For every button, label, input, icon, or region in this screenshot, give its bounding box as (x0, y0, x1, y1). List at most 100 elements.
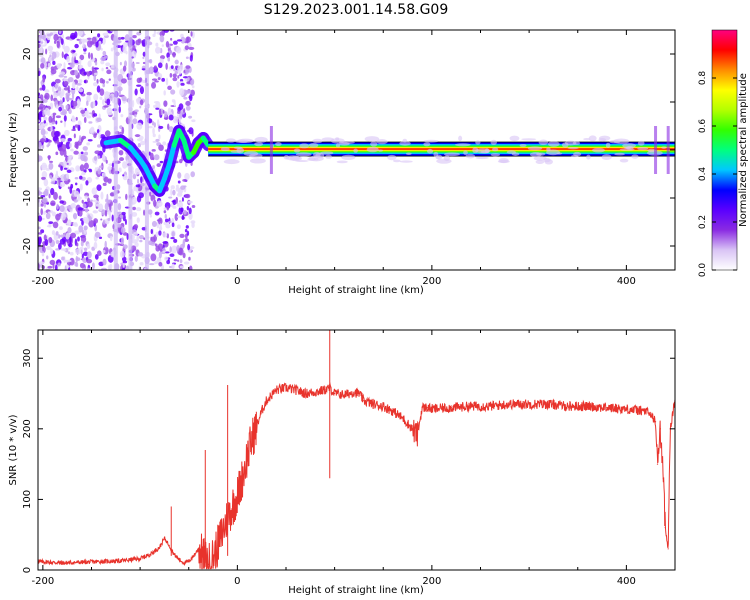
noise-speckle (105, 92, 111, 96)
noise-speckle (53, 40, 57, 44)
noise-speckle (58, 106, 62, 112)
noise-speckle (42, 76, 46, 83)
noise-speckle (122, 260, 128, 264)
noise-speckle (132, 50, 137, 59)
noise-speckle (67, 186, 71, 190)
noise-speckle (101, 79, 106, 84)
colorbar: 0.0 0.2 0.4 0.6 0.8 Normalized spectral ampl… (698, 29, 749, 277)
noise-speckle (178, 103, 184, 110)
noise-speckle (45, 48, 48, 55)
noise-speckle (163, 221, 168, 226)
noise-speckle (55, 115, 61, 119)
noise-speckle (100, 191, 104, 200)
noise-speckle (64, 265, 67, 270)
snr-point (664, 527, 666, 529)
noise-speckle (99, 88, 105, 96)
noise-speckle (139, 86, 145, 95)
sidelobe-speckle (423, 142, 431, 147)
noise-speckle (182, 252, 186, 259)
noise-speckle (187, 76, 190, 82)
snr-point (241, 477, 243, 479)
noise-speckle (118, 196, 122, 199)
noise-speckle (149, 152, 154, 161)
figure-title: S129.2023.001.14.58.G09 (264, 2, 449, 18)
noise-speckle (71, 92, 75, 100)
noise-speckle (165, 40, 170, 48)
noise-speckle (97, 168, 102, 175)
noise-speckle (106, 193, 109, 202)
noise-speckle (93, 241, 98, 250)
noise-speckle (190, 79, 194, 85)
noise-speckle (39, 103, 45, 109)
spec-xtick-label: 200 (422, 276, 441, 287)
noise-speckle (80, 109, 86, 114)
noise-speckle (70, 32, 76, 40)
noise-speckle (77, 157, 82, 160)
noise-speckle (58, 164, 62, 168)
noise-speckle (191, 85, 195, 89)
noise-speckle (142, 56, 145, 60)
noise-speckle (187, 200, 193, 204)
noise-speckle (56, 40, 60, 48)
snr-point (139, 558, 141, 560)
noise-speckle (86, 72, 91, 77)
noise-speckle (165, 77, 169, 86)
noise-speckle (191, 205, 196, 208)
noise-speckle (176, 39, 183, 42)
snr-point (372, 403, 375, 405)
snr-point (222, 530, 224, 532)
noise-speckle (69, 142, 73, 148)
noise-speckle (65, 105, 69, 111)
noise-speckle (44, 40, 48, 46)
noise-speckle (97, 33, 101, 38)
noise-speckle (71, 129, 77, 132)
snr-point (81, 561, 83, 563)
noise-speckle (89, 127, 95, 134)
noise-speckle (188, 94, 193, 102)
noise-speckle (155, 42, 159, 47)
noise-speckle (78, 65, 82, 70)
noise-speckle (49, 259, 56, 266)
noise-speckle (59, 205, 65, 213)
noise-speckle (57, 234, 61, 239)
noise-speckle (185, 56, 189, 60)
noise-speckle (158, 230, 162, 236)
noise-speckle (151, 78, 158, 81)
noise-speckle (79, 247, 84, 250)
noise-speckle (40, 57, 46, 64)
carrier-band (208, 148, 675, 150)
noise-speckle (93, 74, 97, 82)
noise-speckle (152, 165, 156, 170)
snr-point (61, 562, 63, 564)
noise-speckle (77, 30, 84, 37)
sidelobe-speckle (480, 150, 490, 154)
noise-speckle (83, 169, 87, 173)
noise-speckle (184, 238, 189, 243)
noise-speckle (64, 129, 70, 137)
noise-speckle (185, 65, 191, 69)
noise-speckle (78, 225, 84, 233)
noise-speckle (78, 210, 83, 217)
noise-speckle (176, 81, 180, 88)
noise-speckle (82, 257, 88, 264)
noise-speckle (86, 258, 93, 264)
snr-ytick-label: 300 (22, 349, 33, 368)
sidelobe-speckle (308, 143, 319, 148)
noise-speckle (171, 263, 175, 270)
noise-speckle (104, 55, 109, 59)
noise-speckle (161, 77, 166, 82)
noise-speckle (89, 112, 92, 115)
noise-speckle (38, 226, 41, 230)
noise-speckle (53, 92, 58, 98)
noise-speckle (182, 76, 189, 79)
noise-speckle (60, 120, 63, 123)
noise-speckle (136, 235, 140, 242)
noise-speckle (68, 243, 73, 248)
snr-line (38, 382, 675, 570)
noise-speckle (190, 31, 193, 37)
noise-speckle (122, 65, 127, 72)
sidelobe-speckle (335, 143, 341, 148)
sidelobe-speckle (336, 160, 348, 164)
sidelobe-speckle (444, 152, 460, 157)
noise-speckle (100, 267, 107, 270)
